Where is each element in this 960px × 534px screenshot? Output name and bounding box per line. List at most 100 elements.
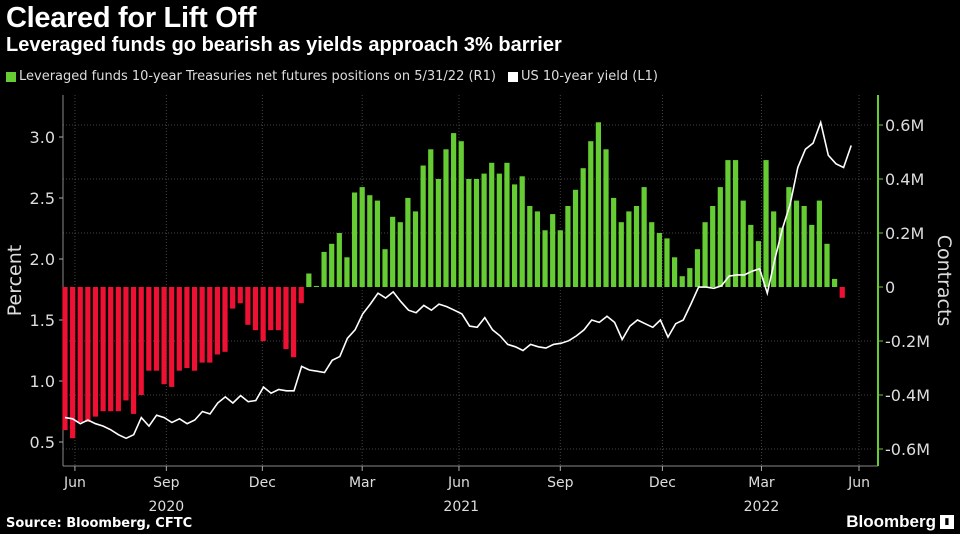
position-bar <box>351 192 358 287</box>
position-bar <box>184 287 190 368</box>
x-tick-label: Jun <box>847 475 870 491</box>
chart-subtitle: Leveraged funds go bearish as yields app… <box>6 34 562 56</box>
right-tick-label: 0.2M <box>885 224 924 243</box>
position-bar <box>115 287 121 412</box>
right-axis-title: Contracts <box>933 235 955 327</box>
left-tick-label: 1.0 <box>30 372 55 391</box>
position-bar <box>809 224 815 287</box>
left-tick-label: 1.5 <box>30 311 55 330</box>
x-tick-label: Dec <box>249 475 276 491</box>
position-bar <box>496 173 502 287</box>
position-bar <box>207 287 213 363</box>
position-bar <box>313 285 320 287</box>
position-bar <box>245 287 251 325</box>
position-bar <box>298 287 304 304</box>
position-bar <box>672 257 678 287</box>
position-bar <box>412 211 419 287</box>
position-bar <box>92 287 99 417</box>
position-bar <box>473 179 480 287</box>
position-bar <box>70 287 76 439</box>
position-bar <box>230 287 236 309</box>
legend-item-positions: Leveraged funds 10-year Treasuries net f… <box>6 69 496 84</box>
x-tick-label: Mar <box>748 475 775 491</box>
position-bar <box>466 179 472 287</box>
position-bar <box>832 278 838 287</box>
position-bar <box>367 195 373 287</box>
position-bar <box>603 149 609 287</box>
position-bar <box>786 187 792 287</box>
right-tick-label: 0.6M <box>885 116 924 135</box>
position-bar <box>755 241 762 287</box>
position-bar <box>382 249 388 287</box>
legend-item-yield: US 10-year yield (L1) <box>507 69 658 84</box>
position-bar <box>778 227 784 287</box>
position-bar <box>390 216 396 287</box>
right-tick-label: -0.2M <box>885 332 930 351</box>
position-bar <box>138 287 144 395</box>
x-tick-label: Jun <box>447 475 470 491</box>
position-bar <box>374 200 381 287</box>
position-bar <box>748 224 754 287</box>
position-bar <box>725 160 731 287</box>
position-bar <box>702 222 708 287</box>
position-bar <box>397 222 403 287</box>
position-bar <box>793 200 800 287</box>
source-note: Source: Bloomberg, CFTC <box>6 516 193 531</box>
position-bar <box>329 243 335 287</box>
position-bar <box>534 211 541 287</box>
position-bar <box>108 287 114 412</box>
position-bar <box>291 287 297 358</box>
year-label: 2022 <box>744 499 780 515</box>
position-bar <box>633 206 640 287</box>
position-bar <box>824 243 830 287</box>
left-tick-label: 2.0 <box>30 250 55 269</box>
legend-swatch-white <box>507 71 518 82</box>
position-bar <box>732 160 739 287</box>
position-bar <box>199 287 205 363</box>
position-bar <box>405 197 411 287</box>
position-bar <box>62 287 68 431</box>
legend: Leveraged funds 10-year Treasuries net f… <box>6 69 658 84</box>
left-tick-label: 2.5 <box>30 189 55 208</box>
position-bar <box>839 287 845 298</box>
position-bar <box>222 287 228 352</box>
year-label: 2020 <box>149 499 185 515</box>
position-bar <box>146 287 152 371</box>
position-bar <box>85 287 91 422</box>
position-bar <box>649 222 655 287</box>
left-tick-label: 0.5 <box>30 433 55 452</box>
position-bar <box>664 238 670 287</box>
position-bar <box>801 206 807 287</box>
position-bar <box>694 249 701 287</box>
bloomberg-chart-icon: ▮ <box>940 515 954 529</box>
x-tick-label: Jun <box>63 475 86 491</box>
position-bar <box>519 176 525 287</box>
position-bar <box>153 287 160 371</box>
x-tick-label: Sep <box>153 475 180 491</box>
chart-title: Cleared for Lift Off <box>6 2 257 34</box>
position-bar <box>344 257 350 287</box>
x-tick-label: Mar <box>349 475 376 491</box>
position-bar <box>77 287 83 422</box>
position-bar <box>268 287 274 331</box>
x-tick-label: Dec <box>649 475 676 491</box>
position-bar <box>687 268 693 287</box>
position-bar <box>595 122 601 287</box>
position-bar <box>321 251 327 287</box>
position-bar <box>169 287 175 387</box>
position-bar <box>443 149 449 287</box>
position-bar <box>618 222 624 287</box>
position-bar <box>451 133 457 287</box>
position-bar <box>611 197 617 287</box>
position-bar <box>771 211 777 287</box>
position-bar <box>252 287 259 331</box>
right-tick-label: 0.4M <box>885 170 924 189</box>
position-bar <box>214 287 220 355</box>
position-bar <box>557 230 563 287</box>
position-bar <box>656 233 662 287</box>
position-bar <box>572 189 579 287</box>
position-bar <box>565 206 571 287</box>
position-bar <box>580 168 586 287</box>
position-bar <box>763 160 769 287</box>
position-bar <box>176 287 182 371</box>
